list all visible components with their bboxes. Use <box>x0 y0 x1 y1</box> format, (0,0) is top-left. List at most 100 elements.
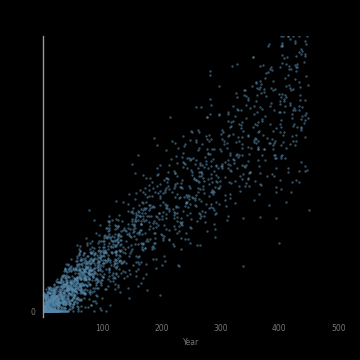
Point <box>218 163 224 169</box>
Point <box>171 223 177 229</box>
Point <box>208 175 214 180</box>
Point <box>221 138 226 144</box>
Point <box>136 210 141 215</box>
Point <box>54 288 60 294</box>
Point <box>230 131 235 137</box>
Point <box>51 300 57 305</box>
Point <box>90 258 96 264</box>
Point <box>137 213 143 219</box>
Point <box>204 114 210 120</box>
Point <box>69 277 75 283</box>
Point <box>200 186 206 192</box>
Point <box>68 303 73 309</box>
Point <box>227 191 233 197</box>
Point <box>49 309 55 314</box>
Point <box>128 242 134 248</box>
Point <box>57 292 63 298</box>
Point <box>104 266 109 272</box>
Point <box>107 234 113 240</box>
Point <box>152 189 158 195</box>
Point <box>230 118 236 123</box>
Point <box>62 289 67 294</box>
Point <box>68 292 74 298</box>
Point <box>215 166 221 171</box>
Point <box>54 299 60 305</box>
Point <box>59 309 65 314</box>
Point <box>46 297 52 303</box>
Point <box>93 278 98 283</box>
Point <box>43 309 49 314</box>
Point <box>112 249 118 255</box>
Point <box>208 163 214 169</box>
Point <box>208 201 214 207</box>
Point <box>196 211 202 216</box>
Point <box>42 309 48 314</box>
Point <box>42 305 48 311</box>
Point <box>112 237 118 242</box>
Point <box>83 269 89 275</box>
Point <box>89 289 94 295</box>
Point <box>57 290 62 296</box>
Point <box>100 252 106 258</box>
Point <box>61 284 67 289</box>
Point <box>46 309 52 314</box>
Point <box>157 195 163 201</box>
Point <box>134 236 139 242</box>
Point <box>60 282 66 288</box>
Point <box>92 270 98 276</box>
Point <box>111 264 117 269</box>
Point <box>51 305 57 311</box>
Point <box>110 238 116 244</box>
Point <box>175 145 181 151</box>
Point <box>285 165 291 171</box>
Point <box>198 198 204 204</box>
Point <box>97 266 103 272</box>
Point <box>285 168 291 174</box>
Point <box>56 299 62 305</box>
Point <box>62 281 68 287</box>
Point <box>153 213 158 219</box>
Point <box>303 110 309 116</box>
Point <box>84 265 90 270</box>
Point <box>72 287 78 292</box>
Point <box>96 277 102 283</box>
Point <box>47 309 53 314</box>
Point <box>189 172 195 178</box>
Point <box>288 102 293 108</box>
Point <box>49 309 55 314</box>
Point <box>278 125 284 130</box>
Point <box>182 236 188 242</box>
Point <box>84 283 90 289</box>
Point <box>82 268 88 274</box>
Point <box>76 274 82 280</box>
Point <box>63 287 69 293</box>
Point <box>241 163 247 168</box>
Point <box>77 243 83 249</box>
Point <box>211 147 217 152</box>
Point <box>67 298 73 304</box>
Point <box>80 266 86 272</box>
Point <box>47 297 53 303</box>
Point <box>149 204 155 210</box>
Point <box>242 184 248 189</box>
Point <box>43 303 49 309</box>
Point <box>196 173 202 179</box>
Point <box>130 229 136 234</box>
Point <box>59 309 65 314</box>
Point <box>59 309 65 314</box>
Point <box>142 230 148 236</box>
Point <box>44 309 50 314</box>
Point <box>58 292 64 297</box>
Point <box>261 146 267 152</box>
Point <box>111 244 116 249</box>
Point <box>55 295 60 301</box>
Point <box>53 293 59 299</box>
Point <box>49 301 55 306</box>
Point <box>72 277 78 283</box>
Point <box>71 291 77 297</box>
Point <box>69 285 75 291</box>
Point <box>254 122 260 128</box>
Point <box>62 298 67 304</box>
Point <box>46 309 51 314</box>
Point <box>136 261 142 267</box>
